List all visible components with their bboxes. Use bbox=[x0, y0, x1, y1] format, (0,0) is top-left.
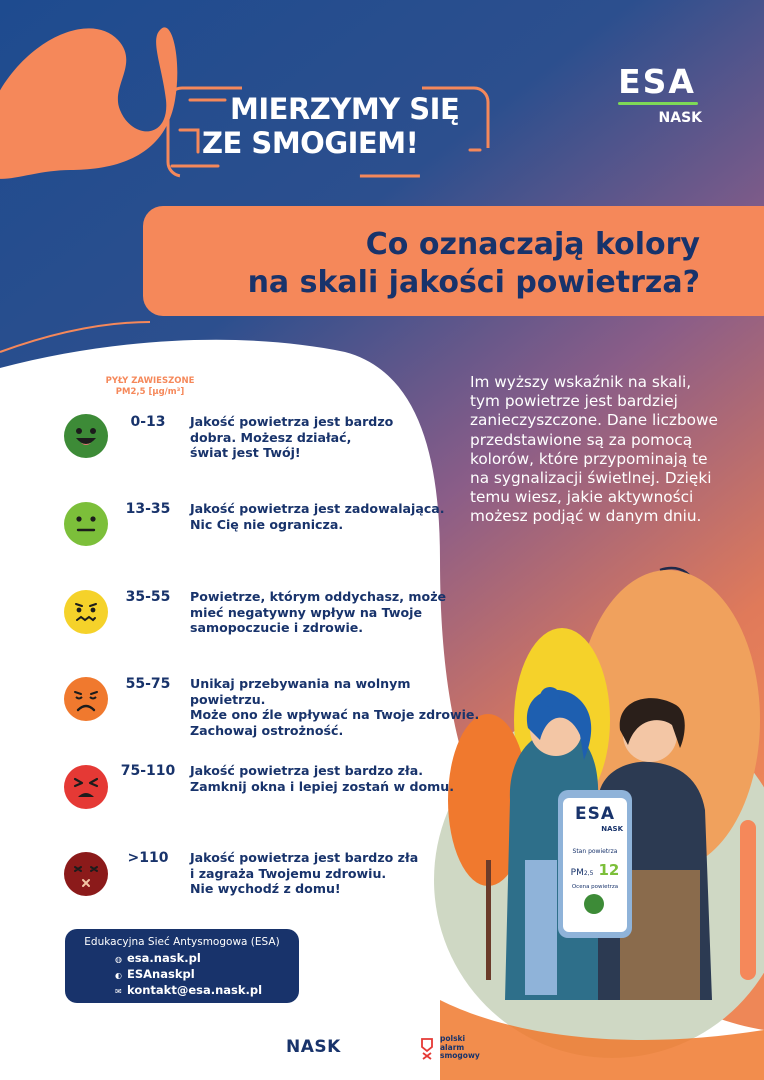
footer-pas-text: polski alarm smogowy bbox=[440, 1034, 480, 1061]
scale-row-bad: 75-110 Jakość powietrza jest bardzo zła.… bbox=[0, 763, 480, 823]
hero-title-line1: MIERZYMY SIĘ bbox=[230, 92, 460, 126]
scale-range: 35-55 bbox=[125, 589, 171, 605]
mail-icon: ✉ bbox=[115, 987, 122, 996]
esa-logo-underline bbox=[618, 102, 698, 105]
contact-website[interactable]: esa.nask.pl bbox=[127, 951, 201, 965]
scale-description: Jakość powietrza jest bardzo zła. Zamkni… bbox=[190, 763, 455, 794]
contact-title: Edukacyjna Sieć Antysmogowa (ESA) bbox=[84, 936, 280, 948]
smog-alarm-icon bbox=[421, 1038, 433, 1060]
scale-range: >110 bbox=[127, 850, 169, 866]
scale-heading-line1: PYŁY ZAWIESZONE bbox=[105, 376, 195, 386]
dizzy-face-icon bbox=[64, 852, 108, 896]
scale-range: 0-13 bbox=[130, 414, 166, 430]
scale-row-very-good: 0-13 Jakość powietrza jest bardzo dobra.… bbox=[0, 414, 480, 474]
scale-description: Jakość powietrza jest zadowalająca. Nic … bbox=[190, 501, 445, 532]
facebook-icon: ◐ bbox=[115, 971, 122, 980]
question-banner-text: Co oznaczają kolory na skali jakości pow… bbox=[150, 226, 700, 302]
scale-description: Unikaj przebywania na wolnym powietrzu. … bbox=[190, 676, 480, 738]
intro-paragraph: Im wyższy wskaźnik na skali, tym powietr… bbox=[470, 373, 718, 526]
phone-pm-value: 12 bbox=[598, 861, 620, 879]
footer-pas-line2: alarm bbox=[440, 1042, 465, 1052]
hero-title: MIERZYMY SIĘ ZE SMOGIEM! bbox=[172, 92, 502, 160]
scale-row-moderate: 35-55 Powietrze, którym oddychasz, może … bbox=[0, 589, 480, 649]
footer-pas-logo: polski alarm smogowy bbox=[420, 1034, 490, 1065]
scale-heading: PYŁY ZAWIESZONE PM2,5 [µg/m³] bbox=[100, 376, 200, 398]
contact-social-row: ◐ ESAnaskpl bbox=[115, 967, 195, 981]
scale-row-very-bad: >110 Jakość powietrza jest bardzo zła i … bbox=[0, 850, 480, 910]
banner-line2: na skali jakości powietrza? bbox=[247, 265, 700, 300]
footer-nask-logo: NASK bbox=[286, 1037, 341, 1057]
hero-title-line2: ZE SMOGIEM! bbox=[202, 126, 419, 160]
scale-description: Powietrze, którym oddychasz, może mieć n… bbox=[190, 589, 447, 636]
phone-rating-label: Ocena powietrza bbox=[571, 884, 619, 890]
phone-pm-label: PM bbox=[570, 868, 584, 878]
question-banner bbox=[143, 206, 764, 316]
scale-row-satisfactory: 13-35 Jakość powietrza jest zadowalająca… bbox=[0, 501, 480, 561]
very-happy-face-icon bbox=[64, 414, 108, 458]
esa-logo-nask: NASK bbox=[658, 110, 702, 126]
contact-email-row: ✉ kontakt@esa.nask.pl bbox=[115, 983, 262, 997]
distressed-face-icon bbox=[64, 765, 108, 809]
neutral-face-icon bbox=[64, 502, 108, 546]
banner-line1: Co oznaczają kolory bbox=[365, 227, 700, 262]
scale-range: 75-110 bbox=[120, 763, 176, 779]
globe-icon: ◍ bbox=[115, 955, 122, 964]
phone-esa-logo: ESA bbox=[574, 804, 615, 824]
phone-pm-readout: PM2,5 12 bbox=[563, 860, 627, 879]
contact-box: Edukacyjna Sieć Antysmogowa (ESA) ◍ esa.n… bbox=[65, 929, 299, 1003]
esa-logo-text: ESA bbox=[618, 62, 696, 101]
scale-row-poor: 55-75 Unikaj przebywania na wolnym powie… bbox=[0, 676, 480, 738]
footer-pas-line3: smogowy bbox=[440, 1051, 480, 1060]
contact-email[interactable]: kontakt@esa.nask.pl bbox=[127, 983, 263, 997]
scale-description: Jakość powietrza jest bardzo zła i zagra… bbox=[190, 850, 419, 897]
scale-heading-line2: PM2,5 [µg/m³] bbox=[115, 387, 185, 397]
phone-nask-logo: NASK bbox=[601, 825, 623, 833]
scale-range: 13-35 bbox=[125, 501, 171, 517]
scale-range: 55-75 bbox=[125, 676, 171, 692]
phone-status-label: Stan powietrza bbox=[572, 848, 618, 855]
footer-pas-line1: polski bbox=[440, 1034, 466, 1043]
esa-logo: ESA NASK bbox=[612, 62, 702, 128]
worried-face-icon bbox=[64, 677, 108, 721]
phone-pm-sub: 2,5 bbox=[583, 870, 594, 877]
contact-social[interactable]: ESAnaskpl bbox=[127, 967, 195, 981]
uneasy-face-icon bbox=[64, 590, 108, 634]
contact-website-row: ◍ esa.nask.pl bbox=[115, 951, 201, 965]
scale-description: Jakość powietrza jest bardzo dobra. Może… bbox=[190, 414, 394, 461]
